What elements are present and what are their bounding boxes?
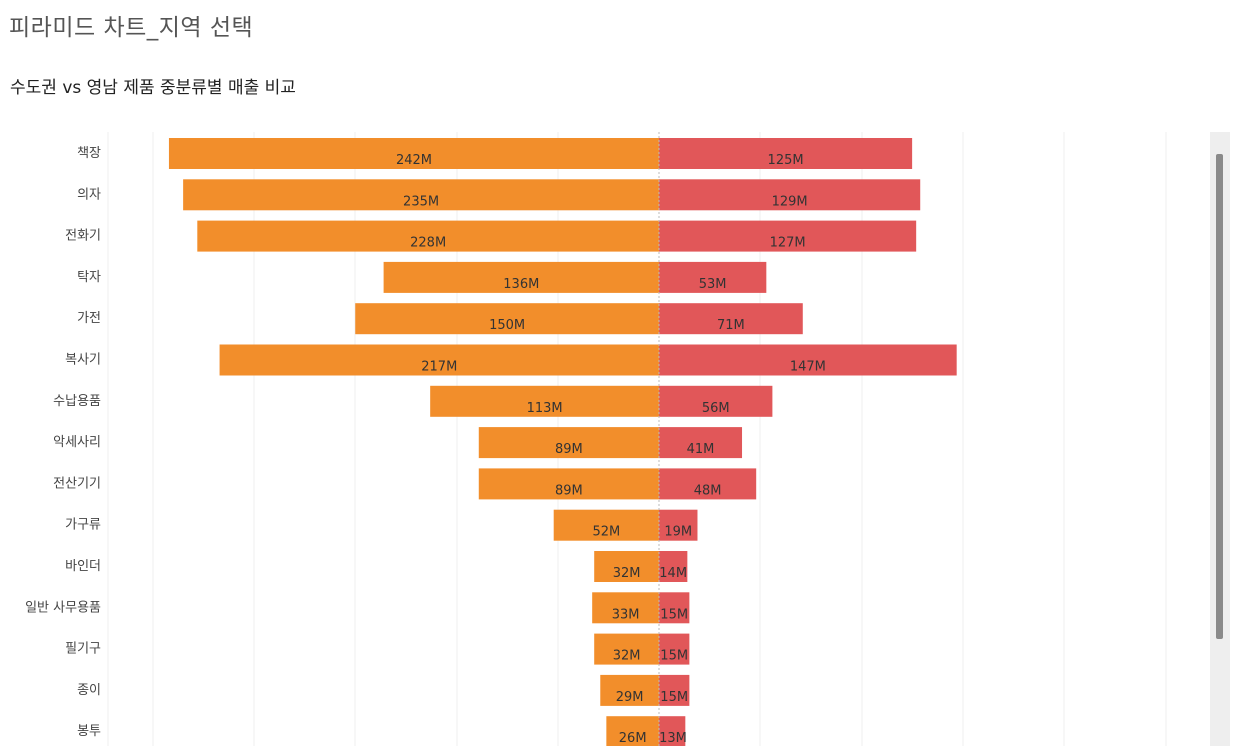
value-label-right: 56M xyxy=(702,401,730,416)
bar-left-11 xyxy=(594,551,659,582)
value-label-left: 235M xyxy=(403,194,439,209)
bar-left-8 xyxy=(478,427,659,459)
pyramid-chart: 책장 242M 125M 의자 235M 129M 전화기 228M 127M 탁자 136M 53M… xyxy=(25,132,1167,746)
value-label-left: 52M xyxy=(592,525,620,540)
bar-left-6 xyxy=(219,344,659,376)
category-label: 필기구 xyxy=(65,642,101,657)
value-label-right: 15M xyxy=(660,690,688,705)
category-label: 복사기 xyxy=(65,353,101,368)
bar-right-4 xyxy=(659,261,767,293)
bar-right-1 xyxy=(659,138,913,169)
bar-left-3 xyxy=(197,220,660,252)
category-label: 가구류 xyxy=(65,518,101,533)
bar-left-4 xyxy=(383,261,659,293)
value-label-left: 32M xyxy=(613,566,641,581)
value-label-right: 53M xyxy=(699,277,727,292)
value-label-right: 15M xyxy=(660,607,688,622)
scrollbar-thumb[interactable] xyxy=(1216,154,1223,639)
value-label-right: 125M xyxy=(768,153,804,168)
bar-left-10 xyxy=(553,509,659,541)
bar-right-15 xyxy=(659,716,686,746)
category-label: 의자 xyxy=(77,187,101,202)
bar-left-1 xyxy=(168,138,659,169)
value-label-left: 32M xyxy=(613,649,641,664)
value-label-right: 19M xyxy=(664,525,692,540)
value-label-left: 150M xyxy=(489,318,525,333)
bar-right-7 xyxy=(659,385,773,417)
bar-left-5 xyxy=(355,303,659,335)
bar-right-9 xyxy=(659,468,757,500)
bar-right-6 xyxy=(659,344,957,376)
category-label: 종이 xyxy=(77,683,101,698)
category-label: 전산기기 xyxy=(53,476,101,491)
bar-right-5 xyxy=(659,303,803,335)
value-label-left: 242M xyxy=(396,153,432,168)
category-label: 전화기 xyxy=(65,229,101,244)
bar-left-12 xyxy=(592,592,659,624)
value-label-right: 15M xyxy=(660,649,688,664)
value-label-left: 89M xyxy=(555,483,583,498)
value-label-left: 33M xyxy=(612,607,640,622)
category-label: 악세사리 xyxy=(53,435,101,450)
chart-subtitle: 수도권 vs 영남 제품 중분류별 매출 비교 xyxy=(10,78,296,98)
value-label-right: 71M xyxy=(717,318,745,333)
value-label-right: 129M xyxy=(772,194,808,209)
bar-left-13 xyxy=(594,633,659,665)
bar-right-13 xyxy=(659,633,690,665)
value-label-right: 13M xyxy=(659,731,687,746)
value-label-left: 29M xyxy=(616,690,644,705)
category-label: 수납용품 xyxy=(53,394,101,409)
bar-right-14 xyxy=(659,674,690,706)
value-label-right: 127M xyxy=(770,236,806,251)
category-label: 책장 xyxy=(77,146,101,161)
value-label-left: 228M xyxy=(410,236,446,251)
value-label-left: 26M xyxy=(619,731,647,746)
value-label-left: 89M xyxy=(555,442,583,457)
bar-left-14 xyxy=(600,674,659,706)
category-label: 일반 사무용품 xyxy=(25,600,101,615)
bar-left-7 xyxy=(430,385,659,417)
vertical-scrollbar[interactable] xyxy=(1210,132,1230,746)
bar-left-15 xyxy=(606,716,659,746)
bar-right-12 xyxy=(659,592,690,624)
category-label: 봉투 xyxy=(77,724,101,739)
value-label-left: 217M xyxy=(421,360,457,375)
value-label-left: 113M xyxy=(527,401,563,416)
value-label-right: 14M xyxy=(659,566,687,581)
bar-left-2 xyxy=(183,179,659,211)
bar-right-3 xyxy=(659,220,917,252)
category-label: 바인더 xyxy=(65,559,101,574)
chart-title: 피라미드 차트_지역 선택 xyxy=(9,15,254,41)
bar-right-11 xyxy=(659,551,688,582)
value-label-right: 48M xyxy=(694,483,722,498)
bar-right-10 xyxy=(659,509,698,541)
pyramid-chart-area: 책장 242M 125M 의자 235M 129M 전화기 228M 127M 탁자 136M 53M… xyxy=(0,125,1210,746)
category-label: 가전 xyxy=(77,311,101,326)
value-label-right: 41M xyxy=(687,442,715,457)
bar-right-8 xyxy=(659,427,743,459)
value-label-left: 136M xyxy=(503,277,539,292)
value-label-right: 147M xyxy=(790,360,826,375)
bar-right-2 xyxy=(659,179,921,211)
category-label: 탁자 xyxy=(77,270,101,285)
bar-left-9 xyxy=(478,468,659,500)
